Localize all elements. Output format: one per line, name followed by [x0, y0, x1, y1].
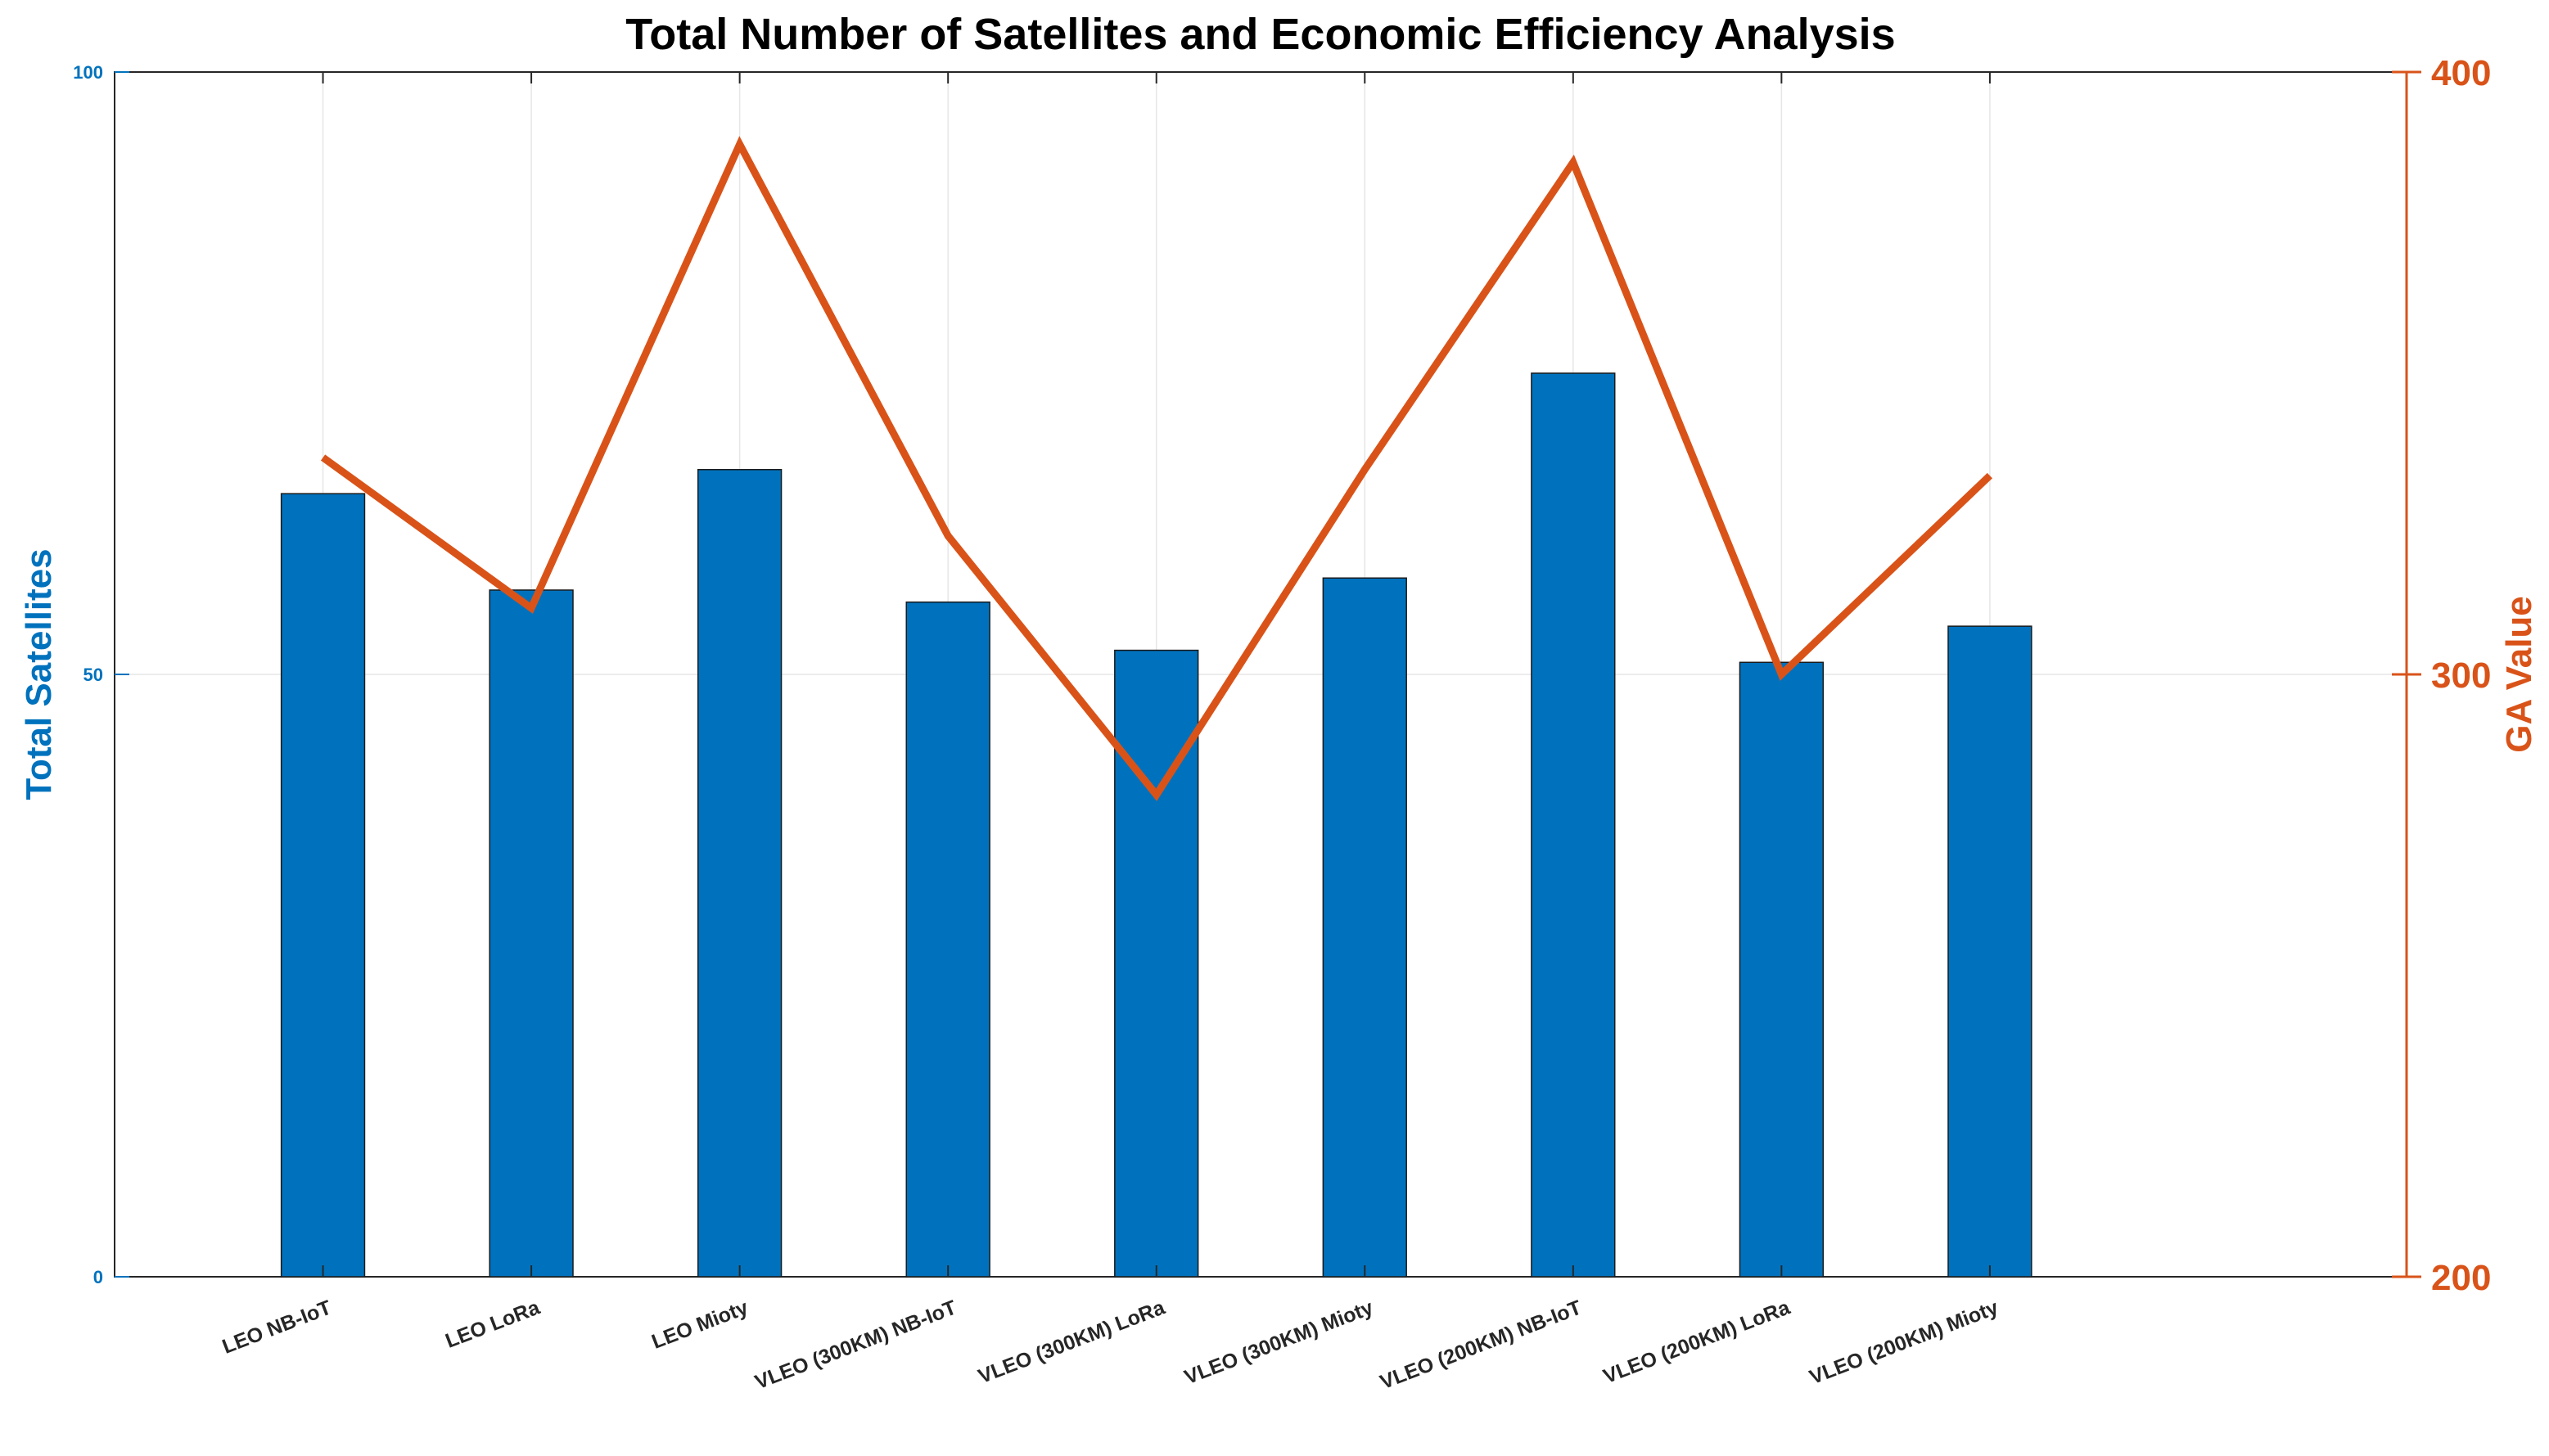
x-tick-label: VLEO (200KM) NB-IoT [1377, 1296, 1585, 1394]
bar [280, 493, 366, 1278]
left-tick-label: 100 [73, 62, 103, 83]
right-tick-label: 300 [2431, 656, 2491, 696]
bar [1531, 372, 1616, 1278]
x-tick-label: VLEO (300KM) LoRa [975, 1296, 1169, 1388]
right-axis: 200 300 400 [2392, 53, 2491, 1298]
x-tick-label: LEO LoRa [442, 1296, 544, 1353]
x-tick-label: VLEO (200KM) LoRa [1600, 1296, 1794, 1388]
bar [1739, 661, 1825, 1278]
bars [280, 372, 2032, 1278]
right-tick-label: 200 [2431, 1258, 2491, 1298]
x-tick-label: VLEO (300KM) NB-IoT [752, 1296, 960, 1394]
right-axis-label: GA Value [2499, 596, 2539, 753]
left-axis: 0 50 100 [73, 62, 129, 1287]
left-axis-label: Total Satellites [19, 548, 59, 800]
right-tick-label: 400 [2431, 53, 2491, 93]
gridlines [115, 71, 2407, 1278]
bar [697, 469, 783, 1278]
x-tick-label: LEO Mioty [648, 1296, 751, 1353]
x-tick-label: VLEO (200KM) Mioty [1807, 1296, 2001, 1389]
bar [1322, 577, 1407, 1278]
bar [905, 601, 990, 1278]
bar [489, 589, 574, 1278]
ga-line-group [320, 136, 1993, 801]
left-tick-label: 0 [93, 1267, 103, 1287]
x-tick-label: VLEO (300KM) Mioty [1181, 1296, 1376, 1389]
left-tick-label: 50 [83, 665, 103, 685]
x-tick-label: LEO NB-IoT [219, 1296, 335, 1358]
chart-title: Total Number of Satellites and Economic … [625, 10, 1895, 59]
bar [1947, 625, 2032, 1278]
ga-value-line [320, 136, 1993, 801]
